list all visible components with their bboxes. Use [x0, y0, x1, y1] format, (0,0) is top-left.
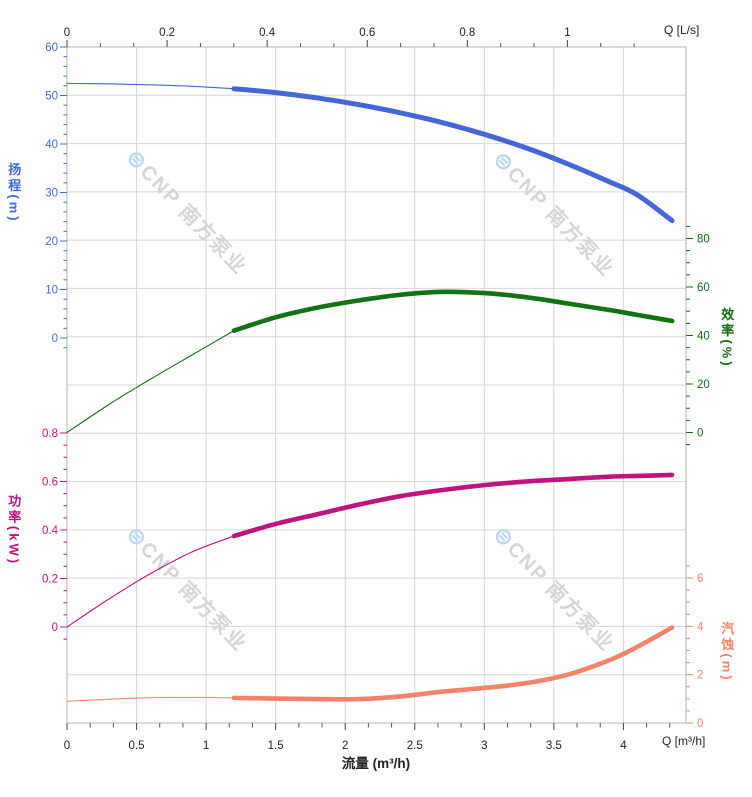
bottom-axis-tick-label: 4 — [620, 740, 627, 752]
npsh-axis-tick-label: 2 — [697, 670, 703, 682]
efficiency-axis-title: 效率(%) — [719, 307, 735, 369]
curve-efficiency-thin — [66, 330, 235, 434]
watermark: ⊜CNP 南方泵业 — [121, 521, 253, 656]
power-axis-tick-label: 0 — [52, 622, 58, 634]
head-axis-tick-label: 40 — [45, 139, 58, 151]
bottom-axis-tick-label: 2.5 — [407, 740, 423, 752]
bottom-axis-tick-label: 3.5 — [546, 740, 562, 752]
bottom-axis-tick-label: 2 — [342, 740, 348, 752]
efficiency-axis-tick-label: 20 — [697, 379, 710, 391]
top-axis-tick-label: 0.6 — [359, 27, 375, 39]
efficiency-axis-tick-label: 40 — [697, 331, 710, 343]
power-axis-title-cjk: 功率 — [6, 493, 22, 526]
curve-head-thin — [66, 82, 235, 90]
npsh-axis-tick-label: 0 — [697, 718, 703, 730]
efficiency-axis-title-unit: (%) — [719, 339, 735, 369]
bottom-axis-tick-label: 0 — [64, 740, 70, 752]
head-axis-title: 扬程(m) — [6, 162, 22, 224]
top-axis-tick-label: 0.8 — [459, 27, 475, 39]
top-axis-tick-label: 0 — [64, 27, 70, 39]
head-axis-tick-label: 10 — [45, 285, 58, 297]
top-axis-tick-label: 1 — [564, 27, 570, 39]
power-axis-tick-label: 0.6 — [42, 477, 58, 489]
efficiency-axis-tick-label: 60 — [697, 282, 710, 294]
bottom-axis-tick-label: 1.5 — [268, 740, 284, 752]
curve-npsh-thick — [231, 625, 675, 702]
top-axis-unit-label: Q [L/s] — [664, 23, 700, 37]
npsh-axis-title-cjk: 汽蚀 — [719, 621, 735, 654]
npsh-axis-title-unit: (m) — [719, 653, 735, 683]
power-axis-title: 功率(kW) — [6, 493, 22, 567]
head-axis-title-unit: (m) — [6, 194, 22, 224]
efficiency-axis-tick-label: 0 — [697, 428, 703, 440]
watermark-text: CNP 南方泵业 — [136, 537, 253, 657]
power-axis-tick-label: 0.4 — [42, 525, 59, 537]
head-axis-tick-label: 20 — [45, 236, 58, 248]
npsh-axis-tick-label: 6 — [697, 573, 703, 585]
npsh-axis-title: 汽蚀(m) — [719, 621, 735, 683]
efficiency-axis-title-cjk: 效率 — [719, 307, 735, 340]
bottom-axis-tick-label: 0.5 — [129, 740, 145, 752]
head-axis-title-cjk: 扬程 — [6, 162, 22, 195]
plot-border — [66, 46, 687, 724]
x-axis-title: 流量 (m³/h) — [341, 756, 411, 771]
power-axis-tick-label: 0.2 — [42, 574, 58, 586]
curve-efficiency-thick — [231, 289, 675, 333]
curve-power-thick — [231, 472, 675, 539]
watermark: ⊜CNP 南方泵业 — [121, 144, 253, 279]
curve-npsh-thin — [66, 696, 235, 702]
top-axis-tick-label: 0.2 — [159, 27, 175, 39]
bottom-axis-tick-label: 3 — [481, 740, 487, 752]
head-axis-tick-label: 50 — [45, 91, 58, 103]
curve-power-thin — [66, 535, 235, 628]
bottom-axis-tick-label: 1 — [203, 740, 209, 752]
bottom-axis-unit-label: Q [m³/h] — [662, 734, 706, 748]
top-axis-tick-label: 0.4 — [259, 27, 276, 39]
head-axis-tick-label: 60 — [45, 42, 58, 54]
efficiency-axis-tick-label: 80 — [697, 234, 710, 246]
power-axis-title-unit: (kW) — [6, 525, 22, 567]
npsh-axis-tick-label: 4 — [697, 621, 704, 633]
watermark-text: CNP 南方泵业 — [136, 160, 253, 280]
head-axis-tick-label: 0 — [52, 333, 58, 345]
watermark-text: CNP 南方泵业 — [503, 537, 620, 657]
head-axis-tick-label: 30 — [45, 188, 58, 200]
curve-head-thick — [231, 86, 675, 224]
power-axis-tick-label: 0.8 — [42, 428, 58, 440]
